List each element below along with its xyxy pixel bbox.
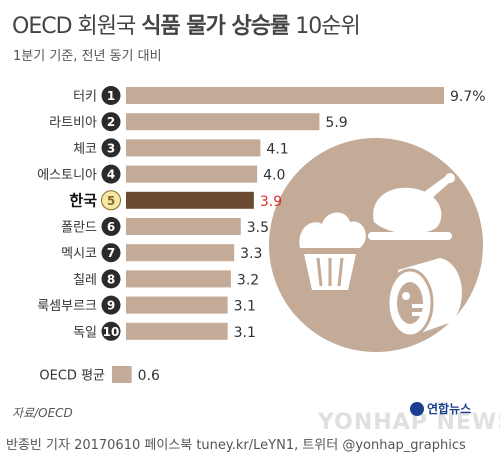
value-label: 3.5 — [247, 220, 269, 236]
rank-number: 4 — [107, 168, 115, 182]
category-label: 체코 — [73, 142, 97, 157]
value-label: 3.3 — [240, 246, 262, 262]
logo: 연합뉴스 — [410, 400, 471, 417]
rank-badge — [101, 112, 121, 132]
rank-badge — [101, 321, 121, 341]
food-inflation-bar-chart: 1 터키 9.7% 2 라트비아 5.9 3 체코 4.1 4 에스토니아 4.0 5 한국 3.9 6 폴란드… — [37, 86, 486, 384]
rank-number: 9 — [107, 299, 115, 313]
bar-2 — [126, 113, 320, 131]
category-label: 폴란드 — [61, 221, 97, 236]
subtitle: 1분기 기준, 전년 동기 대비 — [13, 49, 162, 64]
bar-6 — [126, 218, 241, 235]
source-note: 자료/OECD — [12, 406, 73, 420]
roast-chicken-icon — [368, 173, 455, 240]
bar-8 — [126, 270, 231, 288]
bar-rows: 1 터키 9.7% 2 라트비아 5.9 3 체코 4.1 4 에스토니아 4.0 5 한국 3.9 6 폴란드… — [37, 86, 486, 384]
value-label: 3.1 — [234, 299, 256, 315]
rank-number: 7 — [107, 246, 115, 260]
rank-number: 10 — [103, 325, 120, 339]
rank-number: 5 — [107, 194, 115, 208]
rank-number: 3 — [107, 141, 115, 155]
rank-number: 6 — [107, 220, 115, 234]
food-illustration — [269, 138, 483, 352]
page-title: OECD 회원국 식품 물가 상승률 10순위 — [12, 8, 361, 40]
title-light: OECD 회원국 — [12, 14, 142, 39]
title-bold: 식품 물가 상승률 — [141, 14, 290, 39]
value-label: 5.9 — [325, 115, 347, 131]
rank-badge — [101, 190, 121, 211]
category-label: 한국 — [69, 191, 97, 209]
bar-10 — [126, 322, 228, 340]
value-label: 3.9 — [260, 194, 282, 210]
category-label: 라트비아 — [49, 116, 97, 131]
category-label: OECD 평균 — [39, 369, 105, 384]
category-label: 독일 — [73, 325, 97, 340]
watermark-text: YONHAP NEWS — [318, 410, 500, 435]
title-tail: 10순위 — [289, 14, 360, 39]
rank-badge — [101, 217, 121, 236]
logo-text: 연합뉴스 — [427, 402, 472, 416]
category-label: 터키 — [73, 90, 97, 105]
bar-oecd-average — [112, 366, 132, 383]
category-label: 에스토니아 — [37, 168, 97, 183]
rank-badge — [101, 164, 121, 184]
bar-7 — [126, 244, 235, 262]
category-label: 멕시코 — [61, 247, 97, 262]
value-label: 4.0 — [263, 168, 285, 184]
rank-badge — [101, 138, 121, 158]
cupcake-icon — [299, 212, 366, 290]
value-label: 3.1 — [234, 325, 256, 341]
rank-number: 8 — [107, 272, 115, 286]
bar-4 — [126, 165, 258, 183]
category-label: 룩셈부르크 — [37, 299, 97, 314]
rank-number: 2 — [107, 115, 115, 129]
bar-9 — [126, 296, 228, 314]
value-label: 4.1 — [266, 141, 288, 157]
rank-badge — [101, 86, 121, 105]
rank-badge — [101, 243, 121, 263]
bar-1 — [126, 87, 444, 104]
value-label: 9.7% — [450, 89, 486, 105]
value-label: 3.2 — [237, 272, 259, 288]
yonhap-logo-icon — [410, 401, 424, 416]
rank-number: 1 — [107, 89, 115, 103]
bar-5 — [126, 191, 254, 209]
ham-icon — [386, 258, 462, 338]
rank-badge — [101, 295, 121, 315]
credit-line: 반종빈 기자 20170610 페이스북 tuney.kr/LeYN1, 트위터… — [6, 438, 466, 453]
bar-3 — [126, 139, 261, 157]
category-label: 칠레 — [73, 273, 97, 288]
rank-badge — [101, 269, 121, 289]
value-label: 0.6 — [138, 368, 160, 384]
